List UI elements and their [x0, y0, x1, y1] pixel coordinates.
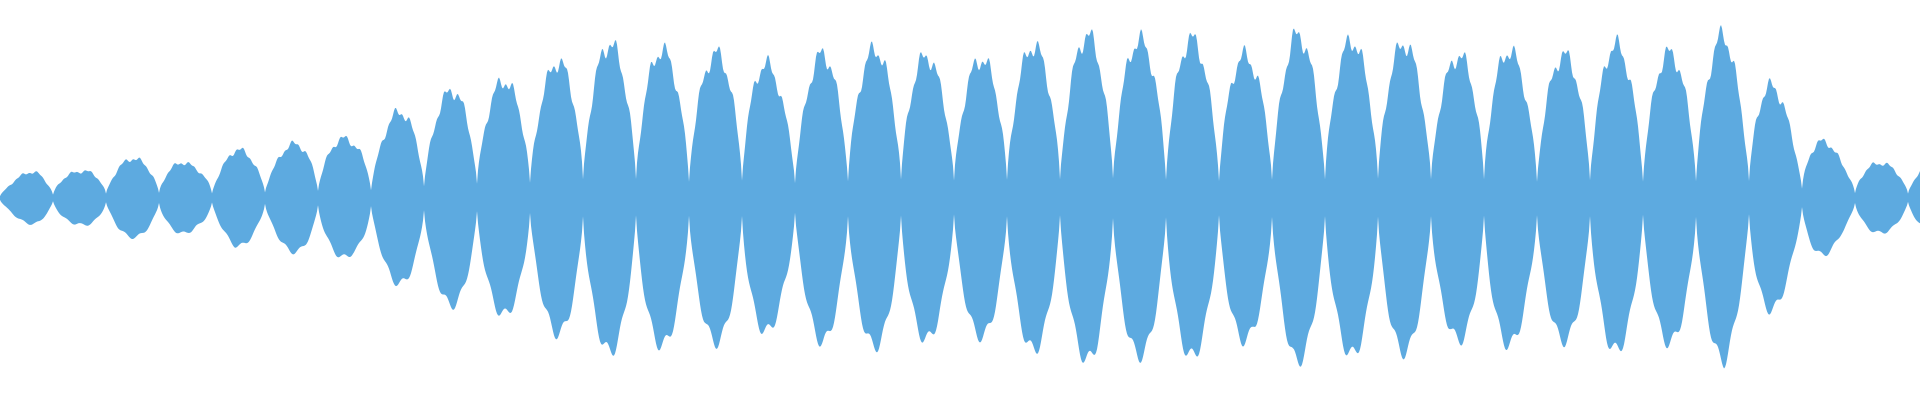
waveform-lower-half	[0, 198, 1920, 369]
waveform-upper-half	[0, 25, 1920, 198]
